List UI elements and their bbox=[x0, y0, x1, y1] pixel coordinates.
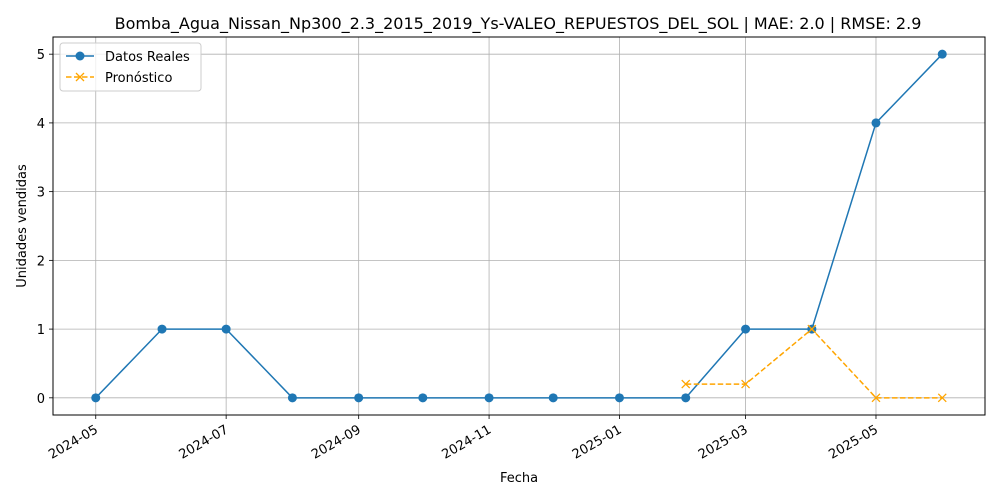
data-point bbox=[681, 393, 691, 403]
x-tick-label: 2025-01 bbox=[570, 422, 625, 462]
data-point bbox=[807, 324, 817, 334]
x-tick-label: 2025-05 bbox=[826, 422, 881, 462]
x-tick-label: 2024-05 bbox=[46, 422, 101, 462]
data-point bbox=[418, 393, 428, 403]
grid-lines bbox=[53, 37, 985, 415]
series-line bbox=[685, 328, 943, 399]
data-point bbox=[681, 379, 691, 389]
data-point bbox=[871, 118, 881, 128]
series-group bbox=[91, 49, 947, 403]
data-point bbox=[221, 324, 231, 334]
legend-marker-pronostico bbox=[75, 72, 85, 82]
x-tick-label: 2024-11 bbox=[440, 422, 495, 462]
legend-marker-datos-reales bbox=[75, 51, 85, 61]
series-0 bbox=[91, 49, 947, 403]
x-tick-label: 2024-09 bbox=[309, 422, 364, 462]
data-point bbox=[287, 393, 297, 403]
y-tick-label: 2 bbox=[37, 254, 45, 269]
data-point bbox=[937, 393, 947, 403]
x-axis-title: Fecha bbox=[500, 471, 538, 486]
legend-label-pronostico: Pronóstico bbox=[105, 71, 172, 86]
x-axis: 2024-05 2024-07 2024-09 2024-11 2025-01 2025-… bbox=[46, 415, 881, 463]
data-point bbox=[741, 379, 751, 389]
data-point bbox=[484, 393, 494, 403]
y-axis: 0 1 2 3 4 5 bbox=[37, 48, 53, 407]
chart-title: Bomba_Agua_Nissan_Np300_2.3_2015_2019_Ys… bbox=[115, 14, 922, 34]
data-point bbox=[548, 393, 558, 403]
series-1 bbox=[681, 324, 947, 403]
data-point bbox=[614, 393, 624, 403]
series-line bbox=[95, 53, 943, 399]
x-tick-label: 2025-03 bbox=[696, 422, 751, 462]
legend-label-datos-reales: Datos Reales bbox=[105, 50, 190, 65]
y-tick-label: 0 bbox=[37, 392, 45, 407]
data-point bbox=[157, 324, 167, 334]
legend: Datos Reales Pronóstico bbox=[59, 42, 202, 92]
y-tick-label: 1 bbox=[37, 323, 45, 338]
y-tick-label: 5 bbox=[37, 48, 45, 63]
y-tick-label: 3 bbox=[37, 186, 45, 201]
plot-area bbox=[52, 36, 986, 416]
data-point bbox=[91, 393, 101, 403]
legend-cross-mark bbox=[75, 72, 85, 82]
data-point bbox=[741, 324, 751, 334]
data-point bbox=[937, 49, 947, 59]
x-tick-label: 2024-07 bbox=[177, 422, 232, 462]
legend-box bbox=[59, 42, 202, 92]
data-point bbox=[871, 393, 881, 403]
y-tick-label: 4 bbox=[37, 117, 45, 132]
data-point bbox=[354, 393, 364, 403]
y-axis-title: Unidades vendidas bbox=[15, 164, 30, 288]
